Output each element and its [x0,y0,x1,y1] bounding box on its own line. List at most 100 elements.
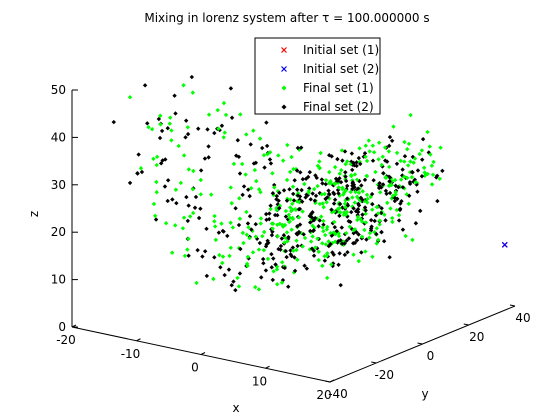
final-set-2-point [263,268,269,273]
final-set-2-point [387,134,393,140]
final-set-2-point [257,240,263,246]
final-set-1-point [363,143,368,148]
final-set-1-point [352,172,358,177]
final-set-1-point [212,213,217,219]
final-set-1-point [244,232,250,237]
legend-marker [281,66,287,72]
final-set-2-point [396,218,402,223]
legend-label: Initial set (1) [303,43,379,57]
y-tick-mark [417,342,423,345]
final-set-2-point [400,167,405,172]
final-set-2-point [158,161,164,166]
final-set-1-point [333,231,338,237]
final-set-1-point [417,151,422,157]
final-set-2-point [170,197,175,202]
final-set-1-point [308,239,314,244]
final-set-1-point [138,165,144,171]
final-set-2-point [245,187,251,192]
final-set-2-point [345,249,350,255]
final-set-2-point [379,206,384,211]
final-set-1-point [337,193,342,198]
final-set-2-point [269,265,274,270]
final-set-2-point [372,218,377,224]
final-set-1-point [253,234,259,239]
final-set-1-point [406,141,412,147]
final-set-1-point [236,284,242,289]
final-set-1-point [178,180,184,186]
final-set-2-point [308,197,313,202]
final-set-1-point [363,211,368,216]
final-set-2-point [139,169,145,175]
final-set-2-point [397,207,403,213]
y-tick-label: 20 [469,330,484,344]
x-tick-label: 0 [191,361,199,375]
final-set-2-point [270,191,276,196]
final-set-1-point [286,212,292,217]
final-set-2-point [350,167,355,173]
final-set-2-point [297,194,303,199]
final-set-2-point [186,253,191,258]
final-set-1-point [376,157,381,162]
x-tick-label: 10 [252,374,267,388]
final-set-1-point [271,269,276,274]
final-set-2-point [186,203,191,208]
final-set-2-point [340,205,345,210]
final-set-1-point [198,192,204,197]
final-set-2-point [342,241,347,246]
z-axis-ticks: 0 10 20 30 40 50 [51,83,78,334]
final-set-2-point [279,236,285,241]
final-set-2-point [249,227,254,232]
final-set-2-point [262,165,267,170]
final-set-1-point [272,185,277,190]
final-set-1-point [332,209,337,214]
final-set-2-point [297,222,303,227]
final-set-1-point [158,122,163,127]
final-set-2-point [309,246,315,251]
z-tick-label: 20 [51,225,66,239]
final-set-2-point [342,252,348,258]
final-set-1-point [367,235,372,240]
final-set-1-point [351,252,356,257]
y-axis-label: y [421,387,428,401]
final-set-1-point [235,275,240,281]
final-set-1-point [258,221,263,226]
final-set-2-point [236,222,242,228]
final-set-2-point [364,237,369,242]
final-set-1-point [422,173,427,179]
final-set-2-point [289,253,294,259]
final-set-2-point [356,232,361,237]
final-set-2-point [400,185,406,190]
final-set-1-point [294,247,299,253]
final-set-2-point [216,230,222,235]
final-set-1-point [340,186,345,192]
final-set-2-point [299,199,305,204]
final-set-1-point [220,260,225,266]
final-set-1-point [191,168,196,174]
final-set-1-point [223,112,229,118]
final-set-2-point [233,287,238,293]
final-set-1-point [300,209,305,214]
final-set-1-point [364,173,369,178]
final-set-2-point [292,268,298,274]
final-set-2-point [358,161,363,167]
final-set-1-point [231,161,237,167]
final-set-1-point [327,169,332,175]
final-set-2-point [192,205,198,210]
final-set-2-point [343,174,348,179]
final-set-1-point [198,177,204,183]
final-set-1-point [152,213,158,219]
final-set-2-point [322,258,328,263]
final-set-1-point [349,173,354,178]
final-set-1-point [287,169,293,175]
final-set-1-point [359,234,365,239]
final-set-2-point [298,170,303,175]
final-set-1-point [295,190,301,196]
final-set-1-point [344,230,349,236]
final-set-2-point [300,177,306,182]
final-set-1-point [336,185,341,190]
final-set-1-point [391,124,396,129]
final-set-1-point [360,219,365,224]
axes-box [71,90,516,383]
final-set-2-point [399,199,404,204]
y-tick-label: 0 [427,349,435,363]
